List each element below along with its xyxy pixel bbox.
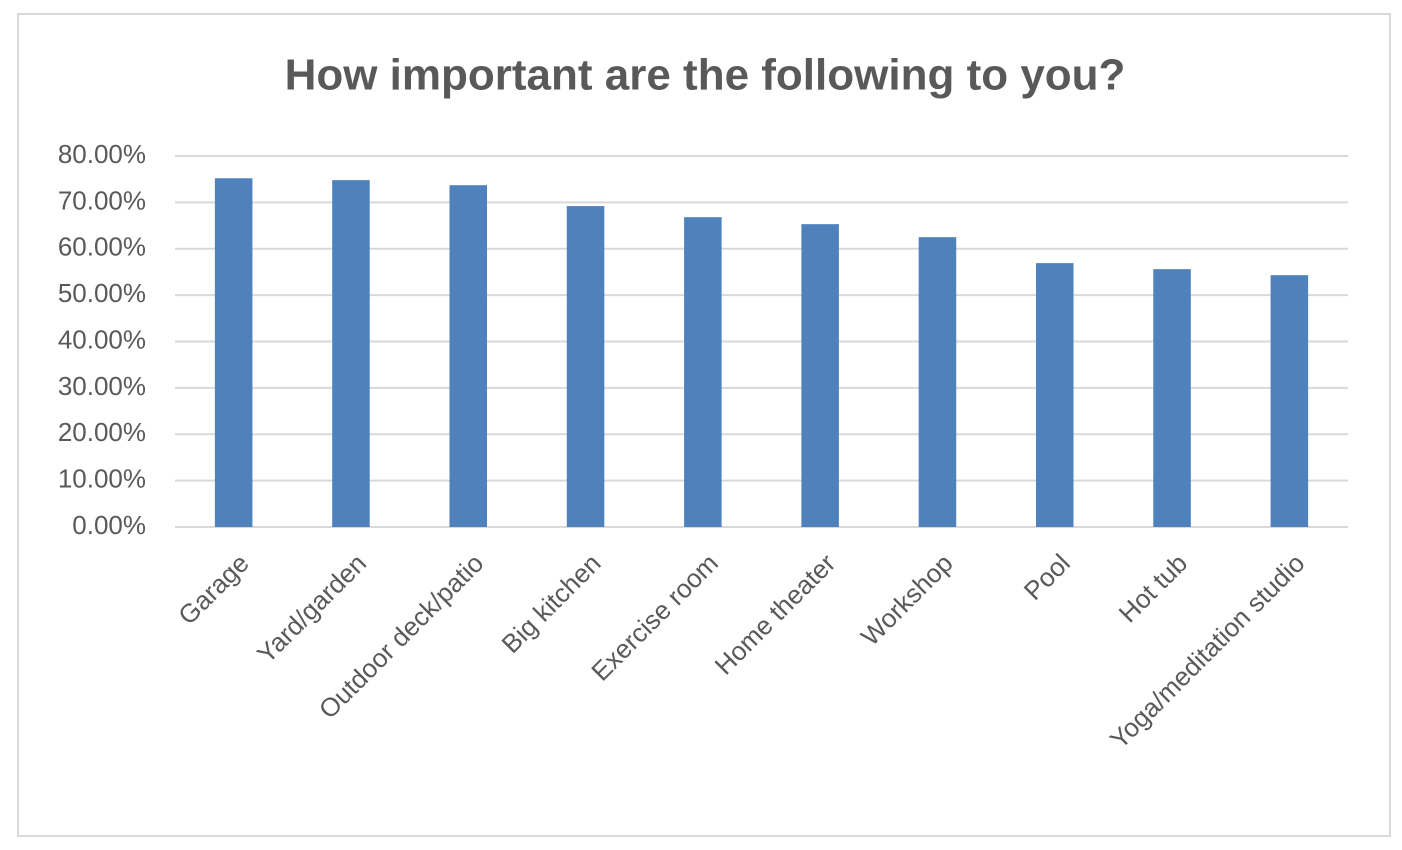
- bar: [449, 185, 488, 527]
- bar: [801, 224, 839, 527]
- y-tick-label: 20.00%: [58, 417, 146, 447]
- bar: [214, 178, 253, 527]
- bar: [684, 217, 722, 527]
- bar: [332, 180, 370, 528]
- bar: [566, 206, 605, 527]
- bar: [1270, 275, 1309, 527]
- y-tick-label: 0.00%: [72, 510, 146, 540]
- bar: [1035, 263, 1074, 527]
- y-tick-label: 80.00%: [58, 139, 146, 169]
- y-tick-label: 30.00%: [58, 371, 146, 401]
- y-tick-label: 70.00%: [58, 185, 146, 215]
- y-tick-label: 40.00%: [58, 324, 146, 354]
- y-tick-label: 50.00%: [58, 278, 146, 308]
- chart-title: How important are the following to you?: [285, 51, 1126, 100]
- y-tick-label: 10.00%: [58, 464, 146, 494]
- y-tick-label: 60.00%: [58, 232, 146, 262]
- bar: [918, 237, 957, 527]
- bar: [1153, 269, 1191, 527]
